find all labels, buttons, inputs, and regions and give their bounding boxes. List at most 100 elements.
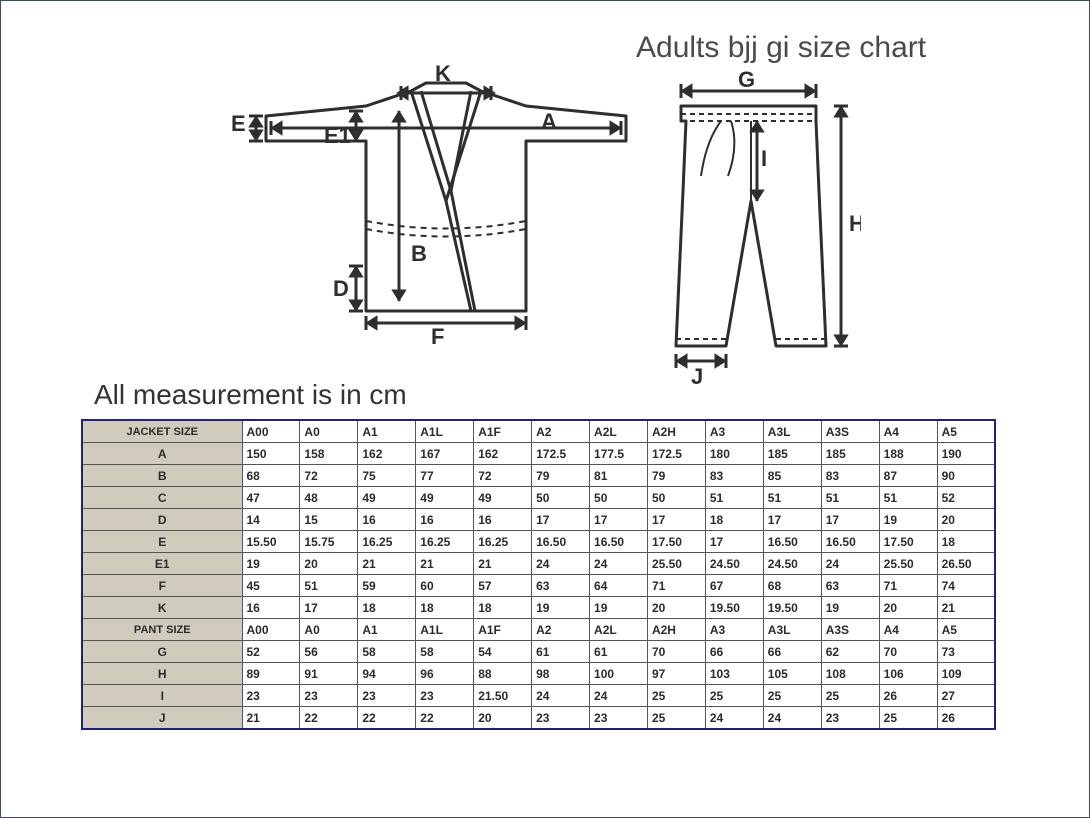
measurement-cell: 16 [358, 509, 416, 531]
measurement-cell: 17 [647, 509, 705, 531]
section-header: PANT SIZE [82, 619, 242, 641]
measurement-cell: 54 [474, 641, 532, 663]
measurement-cell: 45 [242, 575, 300, 597]
measurement-cell: 190 [937, 443, 995, 465]
measurement-cell: 185 [821, 443, 879, 465]
measurement-cell: 75 [358, 465, 416, 487]
measurement-cell: 52 [242, 641, 300, 663]
table-row: B68727577727981798385838790 [82, 465, 995, 487]
size-column-header: A1F [474, 619, 532, 641]
measurement-cell: 21 [242, 707, 300, 730]
measurement-cell: 50 [532, 487, 590, 509]
measurement-cell: 79 [647, 465, 705, 487]
measurement-cell: 22 [416, 707, 474, 730]
measurement-cell: 83 [821, 465, 879, 487]
measurement-cell: 167 [416, 443, 474, 465]
measurement-cell: 162 [358, 443, 416, 465]
measurement-cell: 26.50 [937, 553, 995, 575]
measurement-cell: 16.50 [763, 531, 821, 553]
size-column-header: A1 [358, 619, 416, 641]
measurement-cell: 73 [937, 641, 995, 663]
row-label: D [82, 509, 242, 531]
size-column-header: A1L [416, 619, 474, 641]
measurement-cell: 21 [358, 553, 416, 575]
size-column-header: A5 [937, 619, 995, 641]
measurement-cell: 56 [300, 641, 358, 663]
measurement-cell: 70 [879, 641, 937, 663]
measurement-cell: 19 [590, 597, 648, 619]
size-column-header: A3S [821, 619, 879, 641]
measurement-cell: 62 [821, 641, 879, 663]
measurement-cell: 20 [647, 597, 705, 619]
row-label: E [82, 531, 242, 553]
measurement-cell: 19.50 [763, 597, 821, 619]
measurement-cell: 21 [937, 597, 995, 619]
size-column-header: A2H [647, 420, 705, 443]
measurement-cell: 25 [763, 685, 821, 707]
label-A: A [541, 109, 557, 134]
measurement-cell: 172.5 [532, 443, 590, 465]
table-row: E15.5015.7516.2516.2516.2516.5016.5017.5… [82, 531, 995, 553]
measurement-cell: 20 [879, 597, 937, 619]
measurement-cell: 23 [821, 707, 879, 730]
measurement-cell: 16 [474, 509, 532, 531]
label-G: G [738, 67, 755, 92]
measurement-cell: 16.25 [416, 531, 474, 553]
size-column-header: A1F [474, 420, 532, 443]
measurement-cell: 19 [821, 597, 879, 619]
measurement-cell: 16.50 [590, 531, 648, 553]
size-diagram-svg: K A E E1 B D F [221, 61, 861, 391]
measurement-cell: 85 [763, 465, 821, 487]
table-row: I2323232321.502424252525252627 [82, 685, 995, 707]
measurement-cell: 162 [474, 443, 532, 465]
measurement-cell: 51 [705, 487, 763, 509]
measurement-cell: 23 [416, 685, 474, 707]
measurement-cell: 23 [358, 685, 416, 707]
measurement-cell: 98 [532, 663, 590, 685]
measurement-cell: 15 [300, 509, 358, 531]
measurement-cell: 23 [242, 685, 300, 707]
measurement-cell: 66 [705, 641, 763, 663]
table-row: A150158162167162172.5177.5172.5180185185… [82, 443, 995, 465]
measurement-cell: 26 [879, 685, 937, 707]
label-I: I [761, 146, 767, 171]
measurement-cell: 88 [474, 663, 532, 685]
measurement-cell: 19.50 [705, 597, 763, 619]
jacket-labels: K A E E1 B D F [231, 61, 557, 349]
row-label: I [82, 685, 242, 707]
measurement-cell: 19 [879, 509, 937, 531]
measurement-cell: 25 [821, 685, 879, 707]
measurement-cell: 58 [416, 641, 474, 663]
measurement-cell: 24 [590, 553, 648, 575]
measurement-cell: 172.5 [647, 443, 705, 465]
size-column-header: A4 [879, 619, 937, 641]
label-H: H [849, 211, 861, 236]
size-column-header: A4 [879, 420, 937, 443]
measurement-cell: 81 [590, 465, 648, 487]
measurement-cell: 16.25 [358, 531, 416, 553]
measurement-cell: 20 [300, 553, 358, 575]
size-column-header: A0 [300, 619, 358, 641]
measurement-cell: 70 [647, 641, 705, 663]
label-B: B [411, 241, 427, 266]
table-row: E11920212121242425.5024.5024.502425.5026… [82, 553, 995, 575]
measurement-cell: 19 [532, 597, 590, 619]
size-column-header: A2L [590, 619, 648, 641]
label-J: J [691, 364, 703, 389]
measurement-cell: 77 [416, 465, 474, 487]
measurement-cell: 58 [358, 641, 416, 663]
measurement-cell: 108 [821, 663, 879, 685]
measurement-cell: 25 [647, 685, 705, 707]
measurement-cell: 50 [590, 487, 648, 509]
measurement-cell: 22 [300, 707, 358, 730]
measurement-cell: 64 [590, 575, 648, 597]
size-table-wrap: JACKET SIZEA00A0A1A1LA1FA2A2LA2HA3A3LA3S… [81, 419, 996, 730]
measurement-cell: 49 [358, 487, 416, 509]
measurement-cell: 17.50 [879, 531, 937, 553]
row-label: F [82, 575, 242, 597]
measurement-cell: 25 [647, 707, 705, 730]
row-label: G [82, 641, 242, 663]
measurement-cell: 17 [590, 509, 648, 531]
measurement-cell: 158 [300, 443, 358, 465]
measurement-cell: 97 [647, 663, 705, 685]
